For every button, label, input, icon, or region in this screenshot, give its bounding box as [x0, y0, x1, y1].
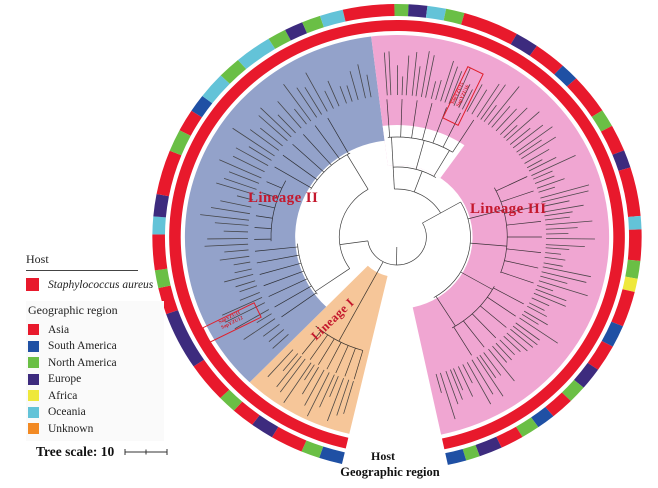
sector-lineage-2 — [184, 36, 385, 383]
leaf-labels — [200, 51, 595, 422]
region-ring-segment — [531, 406, 554, 428]
region-ring-segment — [193, 359, 230, 399]
center-white-region — [382, 125, 465, 179]
legend-host: Host Staphylococcus aureus — [26, 252, 154, 291]
region-ring-segment — [462, 444, 480, 461]
region-ring-segment — [611, 289, 635, 327]
region-ring-segment — [169, 130, 191, 156]
region-ring-segment — [587, 341, 613, 370]
region-ring-segment — [156, 150, 182, 197]
legend-item-unknown: Unknown — [28, 423, 160, 435]
sector-lineage-1 — [249, 265, 388, 434]
north-america-color-swatch — [28, 357, 39, 368]
legend-item-south-america: South America — [28, 340, 160, 352]
region-ring-segment — [271, 426, 307, 452]
legend-item-asia: Asia — [28, 324, 160, 336]
region-ring-segment — [220, 59, 247, 84]
region-ring-segment — [628, 215, 642, 230]
region-ring-segment — [301, 440, 324, 458]
region-ring-segment — [233, 401, 260, 425]
region-ring-segment — [153, 194, 169, 218]
region-ring-segment — [408, 4, 428, 18]
tree-scale-label: Tree scale: 10 — [36, 444, 115, 459]
legend-item-north-america: North America — [28, 357, 160, 369]
region-ring-segment — [152, 234, 168, 271]
region-ring-segment — [443, 8, 465, 25]
region-ring-segment — [561, 379, 584, 401]
asia-color-swatch — [28, 324, 39, 335]
tree-scale-bar — [124, 449, 168, 455]
region-ring-segment — [202, 75, 230, 104]
oceania-color-swatch — [28, 406, 39, 418]
unknown-color-swatch — [28, 423, 39, 434]
region-ring-segment — [237, 38, 276, 70]
legend-item-asia-label: Asia — [48, 323, 70, 336]
region-ring-segment — [496, 426, 523, 448]
region-ring-segment — [191, 95, 213, 118]
region-ring-segment — [319, 446, 345, 465]
region-ring-segment — [166, 310, 205, 367]
tree-branches — [254, 99, 542, 380]
region-ring-segment — [319, 9, 346, 28]
region-ring-segment — [154, 268, 171, 289]
legend-item-unknown-label: Unknown — [48, 422, 94, 435]
region-ring-segment — [394, 3, 409, 17]
region-ring-segment — [618, 167, 641, 217]
region-ring-segment — [179, 110, 202, 136]
region-ring-segment — [612, 150, 631, 171]
region-ring-label: Geographic region — [340, 465, 440, 479]
region-ring-segment — [591, 110, 613, 132]
legend-geographic-region: Geographic region Asia South America Nor… — [26, 301, 164, 441]
region-ring-segment — [268, 29, 291, 49]
region-ring-segment — [574, 362, 599, 388]
region-ring-segment — [545, 392, 571, 417]
region-ring-segment — [252, 415, 279, 438]
region-ring-segment — [627, 229, 642, 261]
region-ring-segment — [342, 4, 395, 22]
region-ring-segment — [285, 22, 308, 41]
region-ring-segment — [302, 15, 324, 34]
legend-item-africa-label: Africa — [48, 389, 78, 402]
region-ring-segment — [622, 276, 638, 293]
africa-color-swatch — [28, 390, 39, 401]
legend-item-oceania-label: Oceania — [48, 406, 86, 418]
lineage-2-label: Lineage II — [248, 190, 319, 206]
region-ring-segment — [516, 417, 539, 438]
legend-item-europe: Europe — [28, 373, 160, 385]
region-ring-segment — [554, 65, 577, 87]
region-ring-segment — [425, 5, 447, 21]
region-ring-segment — [510, 33, 537, 56]
geographic-region-ring — [152, 3, 642, 465]
south-america-color-swatch — [28, 340, 39, 352]
legend-region-title: Geographic region — [28, 303, 118, 317]
region-ring-segment — [461, 13, 517, 45]
host-ring-label: Host — [371, 449, 395, 463]
host-color-swatch — [26, 278, 39, 291]
legend-item-oceania: Oceania — [28, 406, 160, 418]
legend-item-south-america-label: South America — [48, 340, 117, 352]
lineage-3-label: Lineage III — [470, 201, 547, 217]
legend-host-item-label: Staphylococcus aureus — [48, 278, 154, 291]
region-ring-segment — [152, 216, 166, 235]
legend-item-africa: Africa — [28, 390, 160, 402]
legend-item-europe-label: Europe — [48, 373, 82, 385]
region-ring-segment — [529, 45, 563, 75]
sector-lineage-3 — [371, 34, 610, 435]
region-ring-segment — [601, 321, 623, 347]
region-ring-segment — [475, 436, 502, 457]
region-ring-segment — [566, 78, 603, 117]
lineage-sectors — [184, 34, 610, 435]
region-ring-segment — [445, 448, 467, 465]
region-ring-segment — [220, 389, 243, 411]
legend-host-title: Host — [26, 252, 138, 271]
legend-item-north-america-label: North America — [48, 356, 117, 369]
legend-host-item: Staphylococcus aureus — [26, 278, 154, 291]
tree-scale: Tree scale: 10 — [36, 444, 169, 460]
region-ring-segment — [625, 259, 641, 279]
region-ring-segment — [158, 285, 179, 315]
europe-color-swatch — [28, 373, 39, 385]
region-ring-segment — [600, 125, 625, 155]
